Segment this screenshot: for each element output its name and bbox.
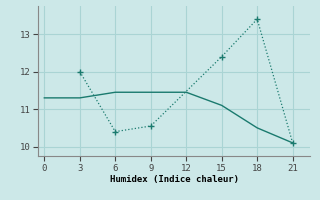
X-axis label: Humidex (Indice chaleur): Humidex (Indice chaleur)	[110, 175, 239, 184]
